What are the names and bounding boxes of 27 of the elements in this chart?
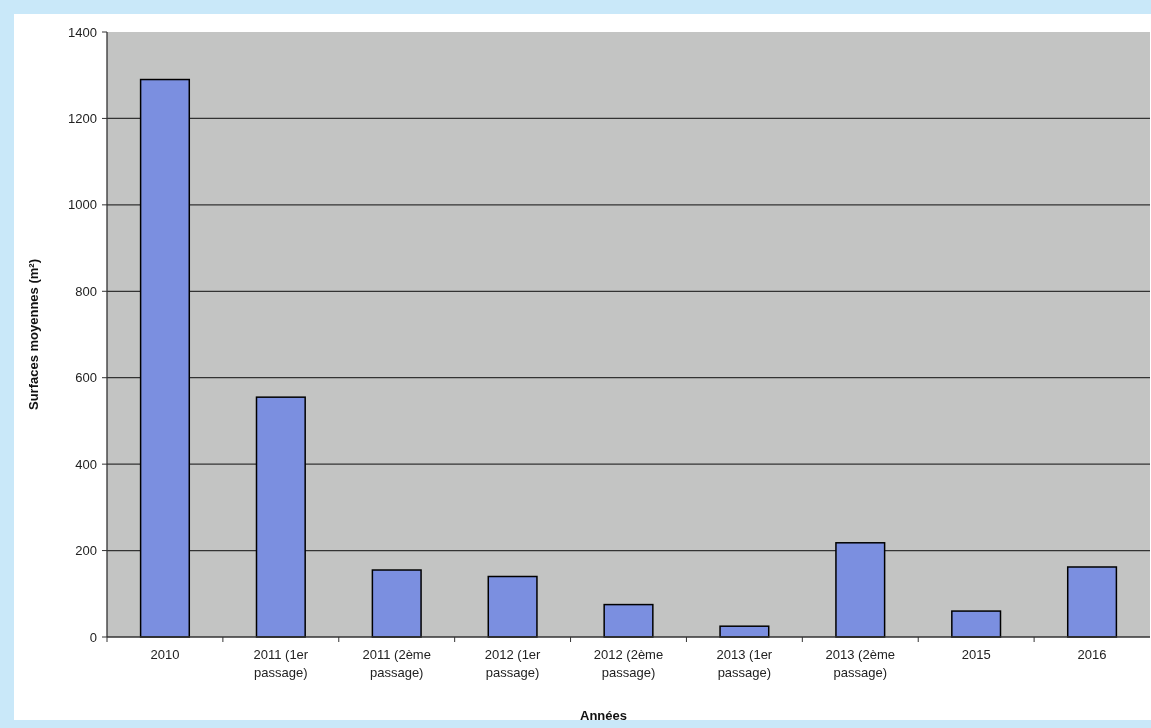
bar: [139, 78, 191, 638]
bar: [951, 610, 1002, 638]
bar: [371, 569, 422, 638]
x-tick-label: 2010: [150, 647, 180, 662]
x-tick-label: 2016: [1077, 647, 1107, 662]
y-tick-label: 1400: [68, 24, 97, 40]
y-tick-label: 0: [89, 629, 97, 645]
x-tick-label: 2011 (2ème passage): [362, 647, 431, 680]
x-tick-label: 2012 (1er passage): [484, 647, 542, 680]
bar: [255, 396, 306, 638]
y-tick-label: 1200: [68, 110, 97, 126]
x-tick-label: 2011 (1er passage): [253, 647, 309, 680]
y-tick-label: 400: [75, 456, 97, 472]
x-tick-label: 2015: [961, 647, 991, 662]
y-tick-label: 200: [75, 543, 97, 559]
x-tick-label: 2012 (2ème passage): [593, 647, 664, 680]
bar: [487, 575, 538, 638]
x-tick-label: 2013 (2ème passage): [825, 647, 895, 680]
bar: [835, 542, 886, 638]
y-tick-label: 600: [75, 370, 97, 386]
y-axis-title: Surfaces moyennes (m²): [26, 259, 41, 410]
y-tick-label: 1000: [68, 197, 97, 213]
x-axis-title: Années: [580, 708, 627, 723]
bar: [1066, 566, 1118, 638]
y-tick-label: 800: [75, 283, 97, 299]
x-tick-label: 2013 (1er passage): [716, 647, 773, 680]
bar: [603, 603, 654, 638]
